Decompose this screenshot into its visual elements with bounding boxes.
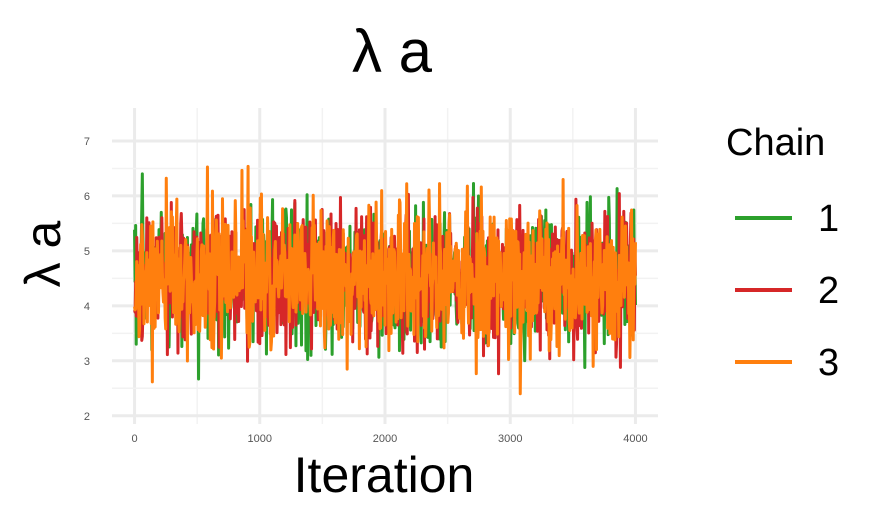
y-axis-title: λ a: [15, 220, 71, 287]
legend-label-chain-3: 3: [818, 342, 839, 384]
y-tick-label: 4: [84, 301, 90, 313]
x-axis-ticks: 0 1000 2000 3000 4000: [131, 433, 647, 445]
legend-label-chain-1: 1: [818, 198, 839, 240]
series-lines: [133, 164, 637, 396]
y-axis-ticks: 2 3 4 5 6 7: [84, 136, 90, 423]
x-axis-title: Iteration: [294, 447, 475, 503]
x-tick-label: 0: [131, 433, 137, 445]
y-tick-label: 2: [84, 411, 90, 423]
trace-line-chain-3: [133, 164, 637, 396]
x-tick-label: 1000: [248, 433, 272, 445]
legend-title: Chain: [726, 122, 825, 164]
x-tick-label: 2000: [373, 433, 397, 445]
y-tick-label: 3: [84, 356, 90, 368]
legend: Chain 1 2 3: [726, 122, 839, 384]
x-tick-label: 4000: [623, 433, 647, 445]
plot-panel: 0 1000 2000 3000 4000 2 3 4 5 6 7: [84, 108, 658, 445]
chart-title: λ a: [352, 18, 433, 85]
y-tick-label: 7: [84, 136, 90, 148]
x-tick-label: 3000: [498, 433, 522, 445]
legend-label-chain-2: 2: [818, 270, 839, 312]
y-tick-label: 5: [84, 246, 90, 258]
y-tick-label: 6: [84, 191, 90, 203]
